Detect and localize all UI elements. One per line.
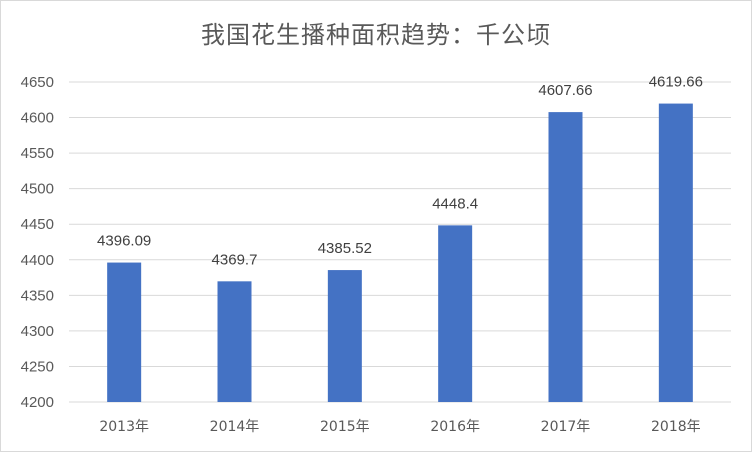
data-label: 4396.09 (97, 233, 151, 250)
bar-2013年 (107, 262, 142, 402)
y-tick-label: 4650 (21, 74, 54, 91)
y-tick-label: 4500 (21, 181, 54, 198)
y-tick-label: 4250 (21, 358, 54, 375)
data-labels: 4396.09 4369.7 4385.52 4448.4 4607.66 4619.66 (97, 74, 703, 269)
bar-2014年 (217, 281, 252, 402)
y-tick-label: 4600 (21, 110, 54, 127)
x-category-label: 2015年 (320, 419, 370, 435)
bars (107, 103, 693, 403)
x-category-label: 2017年 (541, 419, 591, 435)
bar-2017年 (548, 112, 583, 402)
y-tick-label: 4350 (21, 287, 54, 304)
bar-2015年 (327, 270, 362, 402)
chart-title: 我国花生播种面积趋势：千公顷 (201, 21, 551, 49)
y-tick-label: 4200 (21, 394, 54, 411)
y-tick-label: 4450 (21, 216, 54, 233)
gridlines (69, 81, 731, 403)
x-category-label: 2013年 (99, 419, 149, 435)
x-category-label: 2016年 (430, 419, 480, 435)
data-label: 4607.66 (538, 82, 592, 99)
bar-2018年 (658, 103, 693, 403)
bar-2016年 (438, 225, 473, 402)
x-category-label: 2018年 (651, 419, 701, 435)
data-label: 4619.66 (649, 74, 703, 91)
data-label: 4369.7 (212, 251, 258, 268)
x-category-label: 2014年 (210, 419, 260, 435)
y-tick-label: 4550 (21, 145, 54, 162)
y-tick-label: 4400 (21, 252, 54, 269)
data-label: 4448.4 (432, 195, 478, 212)
x-axis-categories: 2013年 2014年 2015年 2016年 2017年 2018年 (99, 419, 700, 435)
y-axis-ticks: 4200 4250 4300 4350 4400 4450 4500 4550 4600 4650 (21, 74, 54, 411)
data-label: 4385.52 (318, 240, 372, 257)
y-tick-label: 4300 (21, 323, 54, 340)
